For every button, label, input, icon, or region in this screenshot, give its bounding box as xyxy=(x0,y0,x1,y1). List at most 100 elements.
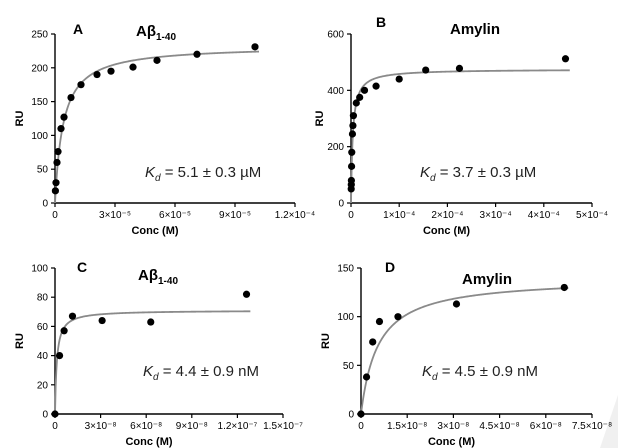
y-axis-title: RU xyxy=(320,333,332,349)
y-axis-title: RU xyxy=(314,111,326,127)
x-tick-label: 6×10⁻⁸ xyxy=(130,421,162,432)
data-point xyxy=(369,338,377,346)
corner-decoration xyxy=(600,395,618,448)
panel-letter: D xyxy=(385,259,395,275)
data-point xyxy=(107,67,115,75)
data-point xyxy=(360,86,369,94)
data-point xyxy=(147,318,155,326)
panel-letter: A xyxy=(73,21,83,37)
kd-value: = 5.1 ± 0.3 µM xyxy=(161,164,262,181)
x-tick-label: 3×10⁻⁴ xyxy=(480,210,512,221)
kd-symbol: K xyxy=(422,363,433,380)
y-tick-label: 100 xyxy=(31,131,48,142)
y-tick-label: 600 xyxy=(327,30,344,41)
data-point xyxy=(348,148,356,156)
x-axis-title: Conc (M) xyxy=(423,225,470,237)
y-tick-label: 150 xyxy=(337,264,354,275)
x-tick-label: 7.5×10⁻⁸ xyxy=(572,421,612,432)
y-tick-label: 0 xyxy=(348,410,354,421)
data-point xyxy=(77,81,85,89)
data-point xyxy=(55,352,64,360)
x-tick-label: 3×10⁻⁵ xyxy=(99,210,131,221)
x-tick-label: 9×10⁻⁸ xyxy=(176,421,208,432)
data-point xyxy=(560,283,568,292)
y-tick-label: 0 xyxy=(338,199,344,210)
panel-title-main: Aβ xyxy=(138,267,158,284)
panel-letter: B xyxy=(376,14,386,30)
y-tick-label: 100 xyxy=(337,312,354,323)
panel-c: 0 20 40 60 80 100 0 3×10⁻⁸ 6×10⁻⁸ 9×10⁻⁸ 1.2×10⁻⁷ 1… xyxy=(14,259,303,448)
x-axis-title: Conc (M) xyxy=(428,436,475,448)
data-point xyxy=(51,187,60,195)
x-tick-label: 3×10⁻⁸ xyxy=(437,421,469,432)
data-point xyxy=(52,179,60,187)
data-point xyxy=(347,176,355,185)
x-tick-label: 0 xyxy=(348,210,354,221)
kd-value: = 4.4 ± 0.9 nM xyxy=(159,363,259,380)
x-tick-label: 3×10⁻⁸ xyxy=(85,421,117,432)
panel-title-subscript: 1-40 xyxy=(156,32,176,43)
data-point xyxy=(60,327,68,335)
kd-subscript: d xyxy=(155,173,161,184)
x-tick-label: 4.5×10⁻⁸ xyxy=(479,421,519,432)
panel-title: Amylin xyxy=(462,271,512,288)
x-tick-label: 1.5×10⁻⁸ xyxy=(387,421,427,432)
data-point xyxy=(51,410,59,418)
y-tick-label: 100 xyxy=(31,264,48,275)
y-tick-label: 80 xyxy=(37,293,49,304)
kd-annotation: Kd = 5.1 ± 0.3 µM xyxy=(145,164,261,184)
data-point xyxy=(98,316,106,325)
data-point xyxy=(60,113,68,121)
x-tick-label: 2×10⁻⁴ xyxy=(431,210,463,221)
data-point xyxy=(54,148,62,156)
data-point xyxy=(93,70,101,79)
data-point xyxy=(422,66,430,74)
data-point xyxy=(193,50,201,58)
data-point xyxy=(452,300,461,308)
x-axis-title: Conc (M) xyxy=(125,436,172,448)
data-point xyxy=(129,63,137,71)
x-tick-label: 6×10⁻⁸ xyxy=(530,421,562,432)
data-point xyxy=(153,56,161,64)
y-tick-label: 50 xyxy=(343,361,355,372)
panel-letter: C xyxy=(77,259,87,275)
data-point xyxy=(67,93,75,102)
data-point xyxy=(395,75,403,83)
data-point xyxy=(348,130,357,138)
panel-title-main: Amylin xyxy=(462,271,512,288)
data-point xyxy=(561,55,570,63)
panel-title-main: Amylin xyxy=(450,21,500,38)
kd-symbol: K xyxy=(143,363,154,380)
y-tick-label: 400 xyxy=(327,86,344,97)
kd-symbol: K xyxy=(145,164,156,181)
x-tick-label: 0 xyxy=(358,421,364,432)
panel-b: 0 200 400 600 0 1×10⁻⁴ 2×10⁻⁴ 3×10⁻⁴ 4×10⁻⁴ 5×10⁻… xyxy=(314,14,608,237)
data-point xyxy=(375,317,384,326)
x-tick-label: 1.2×10⁻⁴ xyxy=(275,210,315,221)
x-axis-title: Conc (M) xyxy=(131,225,178,237)
panel-title: Amylin xyxy=(450,21,500,38)
data-point xyxy=(347,162,356,170)
x-tick-label: 9×10⁻⁵ xyxy=(219,210,251,221)
panel-title: Aβ1-40 xyxy=(138,267,178,287)
y-axis-title: RU xyxy=(14,111,26,127)
data-point xyxy=(349,121,357,130)
data-point xyxy=(242,290,251,298)
data-point xyxy=(53,158,61,167)
y-tick-label: 250 xyxy=(31,30,48,41)
kd-subscript: d xyxy=(432,372,438,383)
data-point xyxy=(372,82,380,90)
kd-subscript: d xyxy=(430,173,436,184)
x-tick-label: 5×10⁻⁴ xyxy=(576,210,608,221)
data-point xyxy=(356,93,364,101)
kd-value: = 3.7 ± 0.3 µM xyxy=(436,164,537,181)
panel-d: 0 50 100 150 0 1.5×10⁻⁸ 3×10⁻⁸ 4.5×10⁻⁸ 6×10⁻⁸ 7.… xyxy=(320,259,612,448)
data-point xyxy=(455,64,464,72)
x-tick-label: 1.2×10⁻⁷ xyxy=(218,421,258,432)
kd-subscript: d xyxy=(153,372,159,383)
data-point xyxy=(352,99,360,107)
y-axis-title: RU xyxy=(14,333,26,349)
data-point xyxy=(57,125,65,133)
y-tick-label: 0 xyxy=(42,199,48,210)
